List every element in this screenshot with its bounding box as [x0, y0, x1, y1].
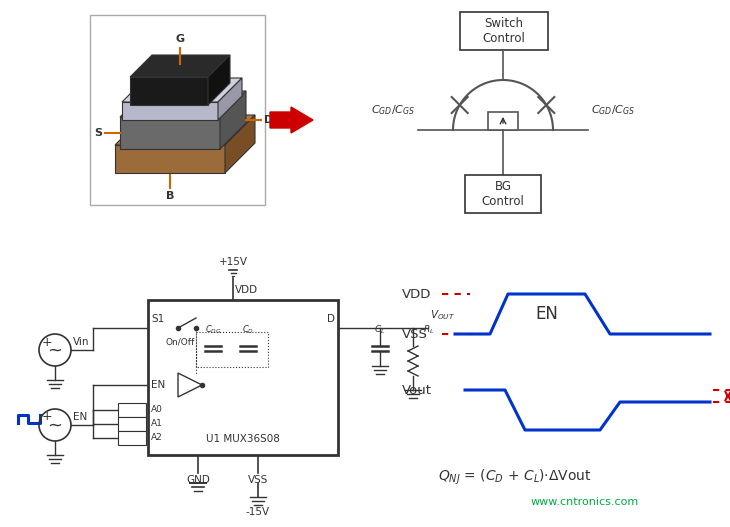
Text: D: D [327, 314, 335, 324]
Text: www.cntronics.com: www.cntronics.com [531, 497, 639, 507]
Text: EN: EN [151, 380, 165, 390]
Text: S1: S1 [151, 314, 164, 324]
Text: A1: A1 [151, 419, 163, 428]
Polygon shape [122, 78, 242, 102]
Polygon shape [208, 55, 230, 105]
Text: +: + [42, 411, 53, 424]
Polygon shape [130, 77, 208, 105]
Bar [90, 15, 265, 205]
Polygon shape [178, 373, 202, 397]
Bar [118, 403, 146, 417]
Polygon shape [225, 115, 255, 173]
Text: $R_L$: $R_L$ [423, 324, 434, 336]
Bar [465, 175, 541, 213]
Bar [118, 431, 146, 445]
Text: A2: A2 [151, 434, 163, 443]
Text: VSS: VSS [247, 475, 268, 485]
Polygon shape [115, 115, 255, 145]
Text: EN: EN [535, 305, 558, 323]
Text: Vin: Vin [73, 337, 90, 347]
Text: $C_{GD}/C_{GS}$: $C_{GD}/C_{GS}$ [591, 103, 635, 117]
Text: G: G [175, 34, 185, 44]
Text: S: S [94, 128, 102, 138]
Text: VDD: VDD [235, 285, 258, 295]
Bar [148, 300, 338, 455]
FancyArrow shape [270, 107, 313, 133]
Text: VDD: VDD [402, 288, 431, 300]
Text: ~: ~ [47, 417, 63, 435]
Text: Switch
Control: Switch Control [483, 17, 526, 45]
Text: BG
Control: BG Control [482, 180, 524, 208]
Polygon shape [220, 91, 246, 149]
Bar [460, 12, 548, 50]
Text: On/Off: On/Off [166, 337, 195, 346]
Polygon shape [120, 91, 246, 117]
Bar [488, 112, 518, 130]
Text: $V_{OUT}$: $V_{OUT}$ [430, 308, 455, 322]
Text: Vout: Vout [402, 384, 432, 396]
Polygon shape [218, 78, 242, 120]
Polygon shape [130, 55, 230, 77]
Bar [196, 332, 268, 367]
Bar [118, 417, 146, 431]
Text: $C_{GD}/C_{GS}$: $C_{GD}/C_{GS}$ [371, 103, 415, 117]
Text: $Q_{NJ}$ = ($C_D$ + $C_L$)·$\Delta$Vout: $Q_{NJ}$ = ($C_D$ + $C_L$)·$\Delta$Vout [438, 467, 592, 486]
Polygon shape [115, 145, 225, 173]
Text: EN: EN [73, 412, 88, 422]
Text: $C_D$: $C_D$ [242, 324, 254, 336]
Text: $C_{DG}$: $C_{DG}$ [204, 324, 221, 336]
Text: +: + [42, 336, 53, 348]
Text: B: B [166, 191, 174, 201]
Polygon shape [120, 117, 220, 149]
Text: ~: ~ [47, 342, 63, 360]
Text: GND: GND [186, 475, 210, 485]
Text: VSS: VSS [402, 327, 428, 340]
Text: -15V: -15V [246, 507, 270, 517]
Text: +15V: +15V [218, 257, 247, 267]
Text: D: D [264, 115, 273, 125]
Polygon shape [122, 102, 218, 120]
Text: U1 MUX36S08: U1 MUX36S08 [206, 434, 280, 444]
Text: $C_L$: $C_L$ [374, 324, 385, 336]
Text: A0: A0 [151, 405, 163, 415]
